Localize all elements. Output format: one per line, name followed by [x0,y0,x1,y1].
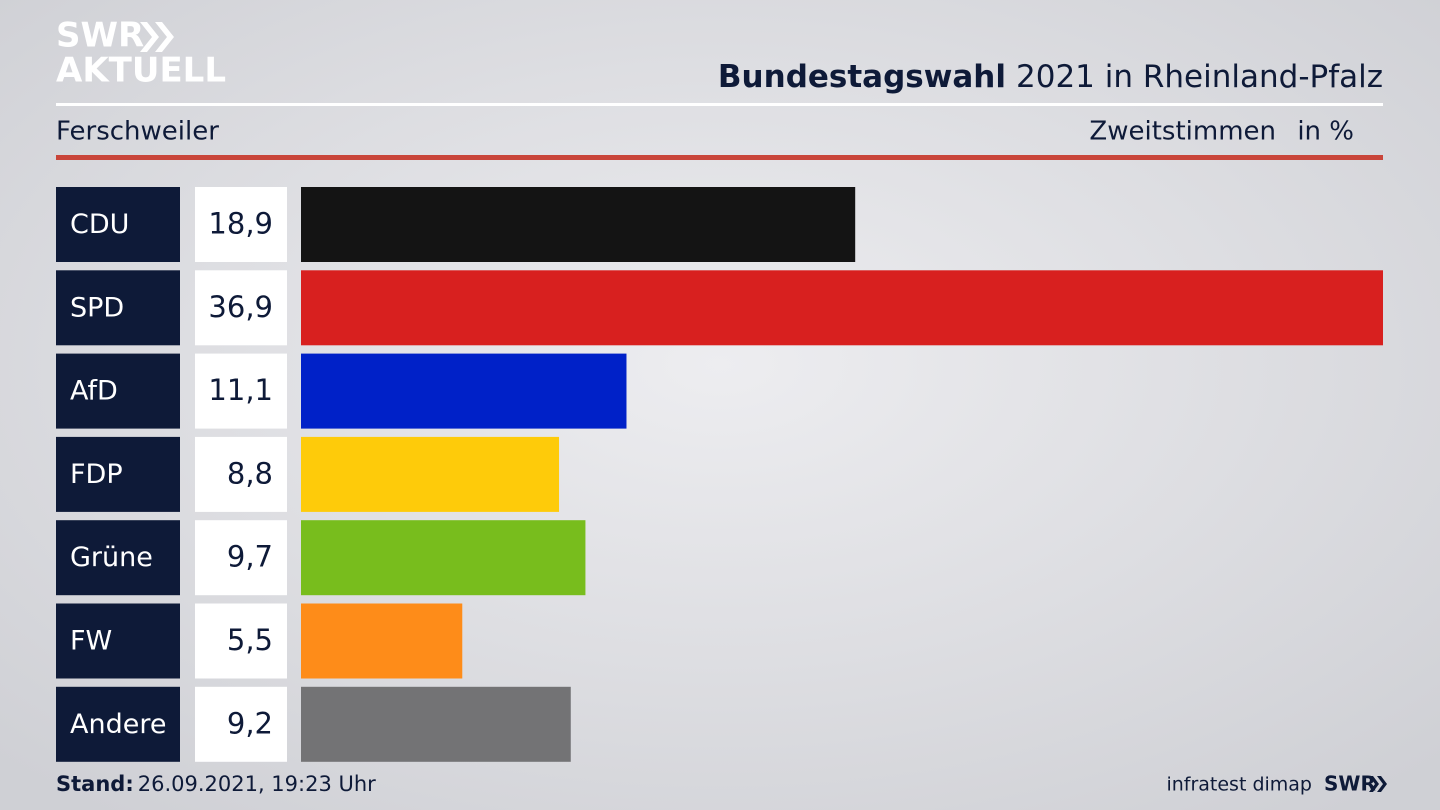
value-label: 5,5 [227,623,273,657]
footer-stand: Stand: 26.09.2021, 19:23 Uhr [56,772,376,796]
brand-chevrons [1369,776,1387,792]
party-label: SPD [70,292,124,323]
value-box [195,270,287,346]
value-label: 18,9 [208,207,273,241]
value-box [195,686,287,762]
value-box [195,603,287,679]
chart-title: Bundestagswahl 2021 in Rheinland-Pfalz [718,59,1383,95]
bar [301,686,571,762]
value-box [195,436,287,512]
value-box [195,187,287,262]
value-box [195,353,287,429]
stand-label: Stand: [56,772,134,796]
value-box [195,520,287,596]
source: infratest dimap [1166,774,1312,796]
bar [301,436,560,512]
unit: in % [1297,117,1354,147]
value-label: 9,2 [227,706,273,740]
bar [301,520,586,596]
measure: Zweitstimmen [1089,117,1276,147]
divider [56,103,1383,106]
label-box [56,270,180,346]
title-bold: Bundestagswahl [718,59,1006,95]
party-label: Andere [70,709,166,740]
party-label: Grüne [70,542,153,573]
bar [301,603,463,679]
label-box [56,603,180,679]
party-label: FDP [70,459,123,490]
label-box [56,187,180,262]
value-label: 9,7 [227,540,273,574]
brand: SWR [1324,772,1376,796]
value-label: 8,8 [227,456,273,490]
label-box [56,353,180,429]
subtitle: Ferschweiler [56,117,219,147]
party-label: FW [70,626,112,657]
label-box [56,520,180,596]
party-label: CDU [70,209,129,240]
value-label: 36,9 [208,290,273,324]
bar [301,270,1383,346]
accent-line [56,155,1383,160]
value-label: 11,1 [208,373,273,407]
logo-bottom: AKTUELL [56,51,226,91]
label-box [56,686,180,762]
logo-top: SWR [56,16,144,56]
bar [301,353,627,429]
title-rest: 2021 in Rheinland-Pfalz [1016,59,1383,95]
label-box [56,436,180,512]
bar [301,187,856,262]
stand-date: 26.09.2021, 19:23 Uhr [138,772,376,796]
party-label: AfD [70,376,118,407]
logo-chevrons [140,22,174,52]
